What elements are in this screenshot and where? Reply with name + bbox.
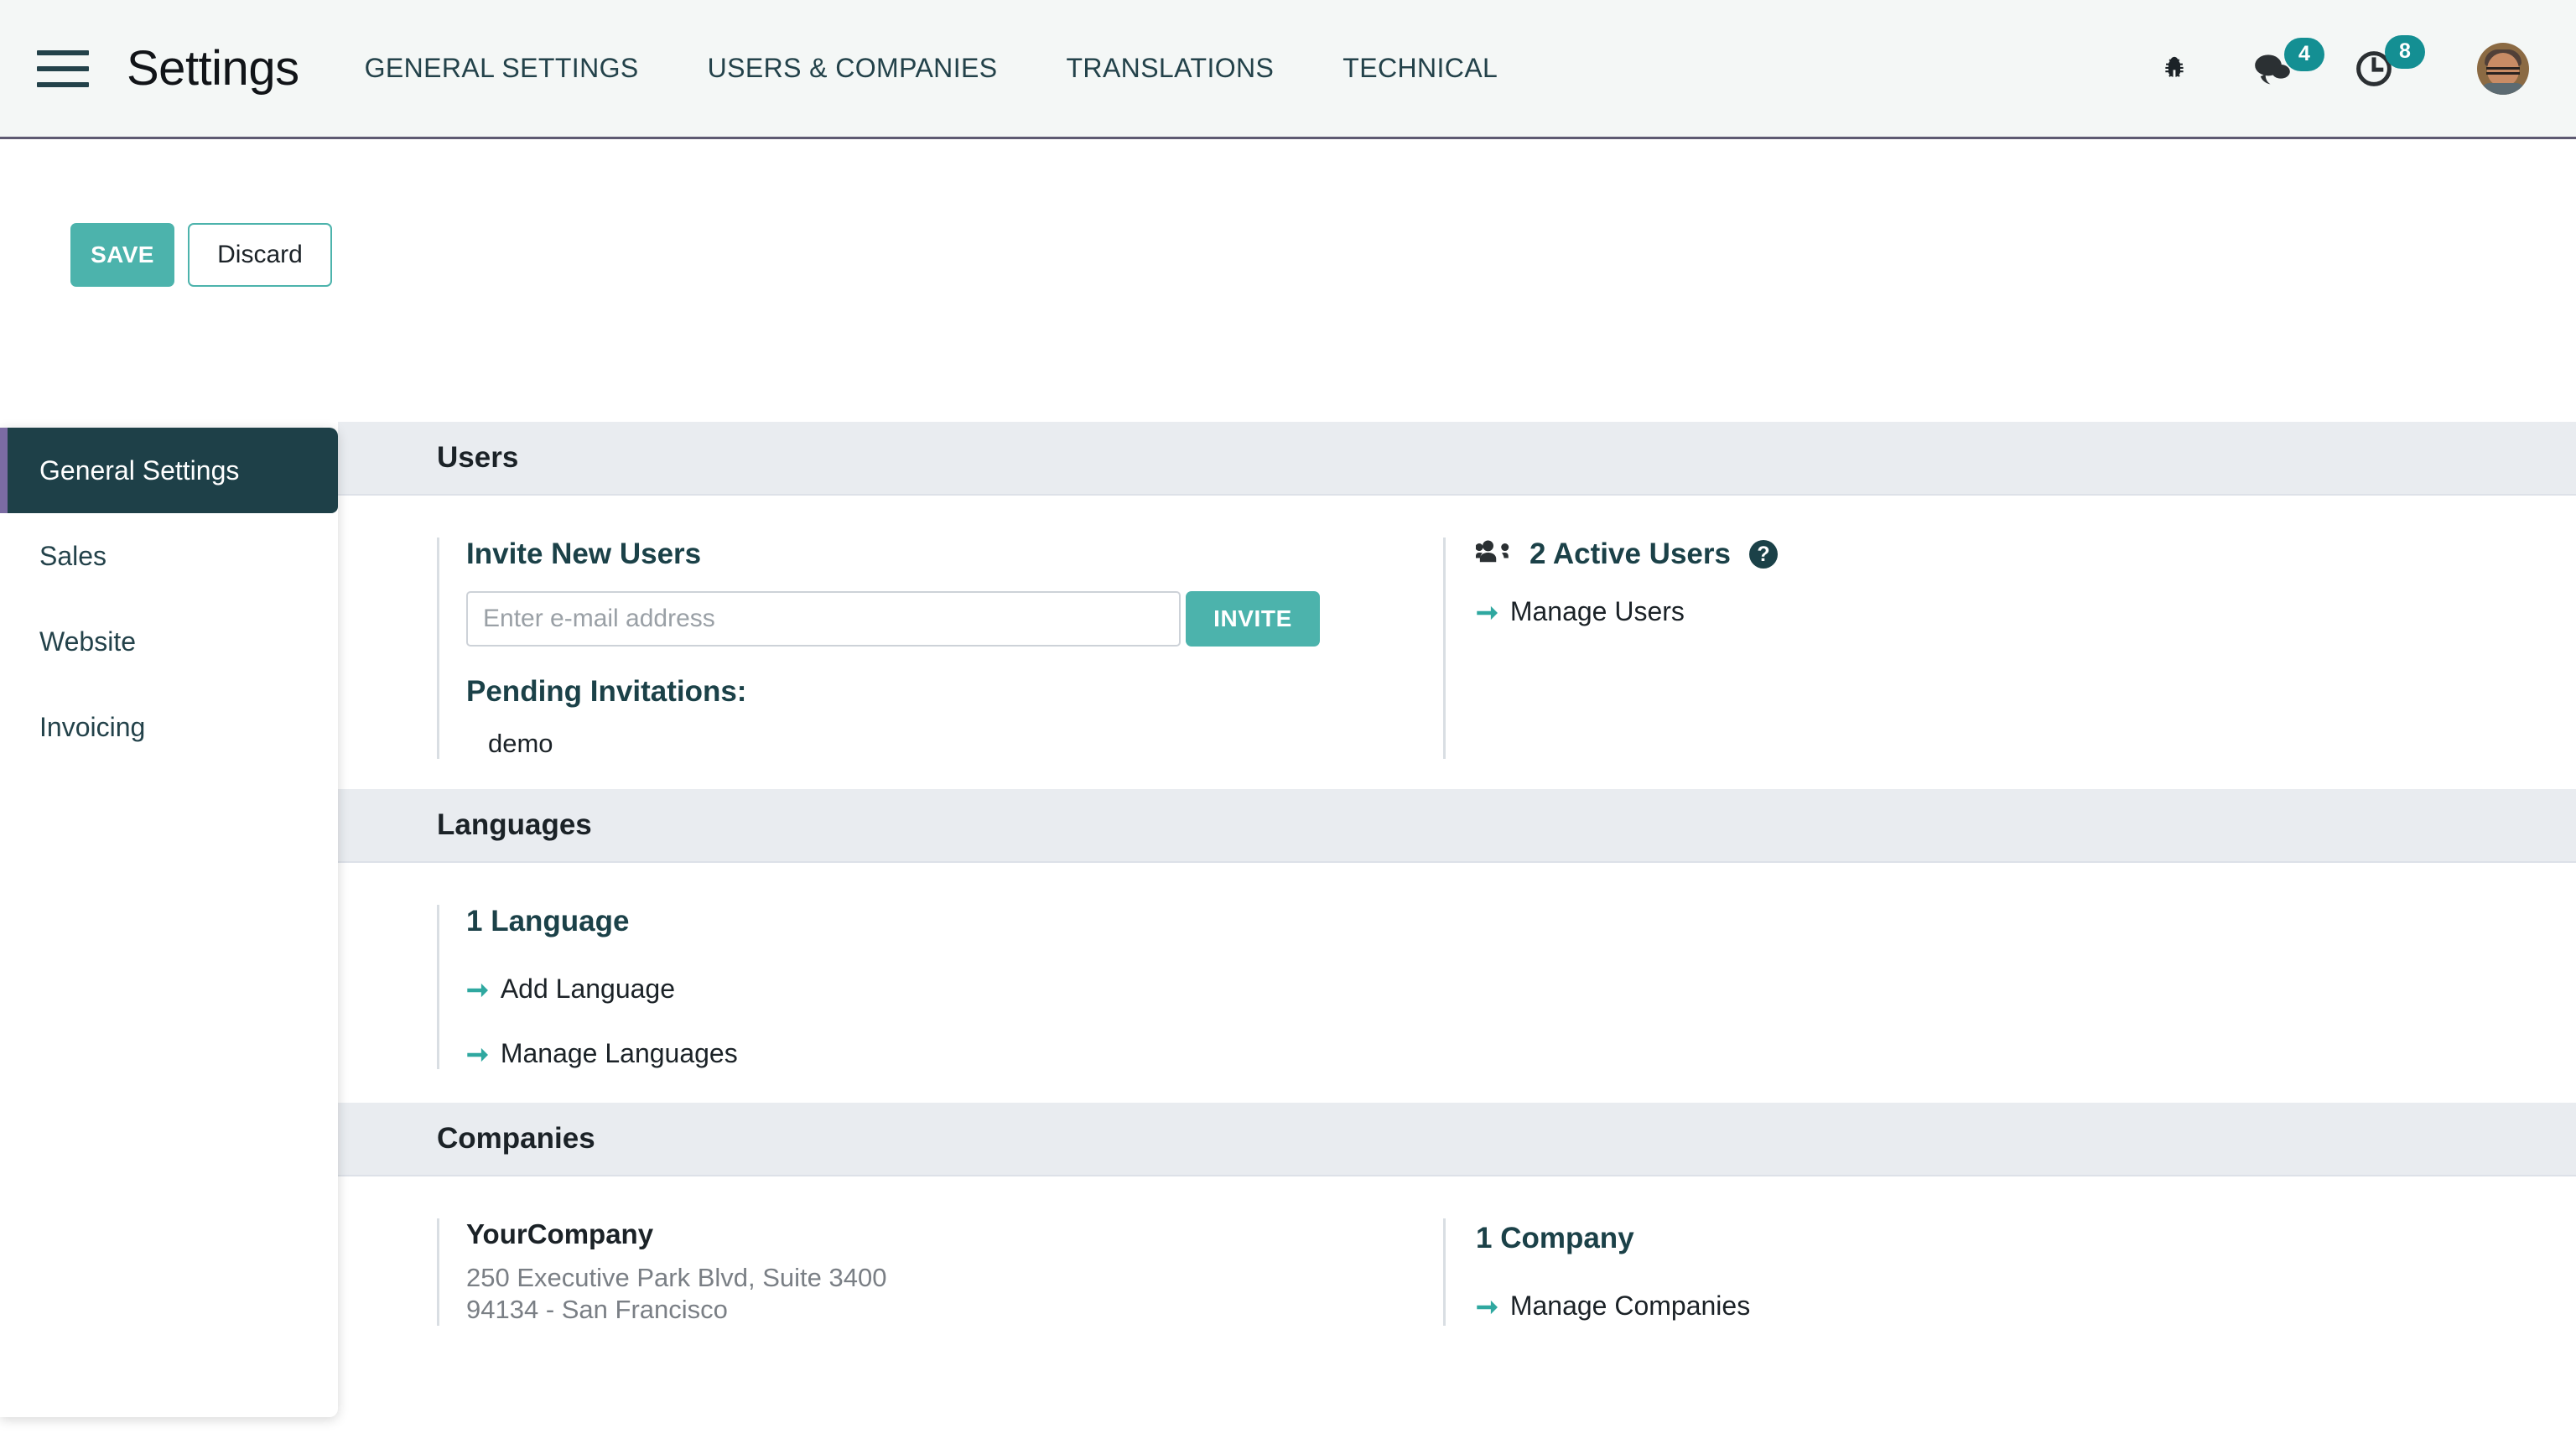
invite-row: INVITE xyxy=(466,591,1443,647)
section-body-users: Invite New Users INVITE Pending Invitati… xyxy=(338,496,2576,759)
active-users-row: 2 Active Users ? xyxy=(1475,538,2265,571)
user-avatar[interactable] xyxy=(2477,42,2529,95)
manage-users-label: Manage Users xyxy=(1509,596,1685,626)
top-navbar: Settings GENERAL SETTINGS USERS & COMPAN… xyxy=(0,0,2576,139)
manage-languages-label: Manage Languages xyxy=(500,1038,738,1068)
sidebar-item-general-settings[interactable]: General Settings xyxy=(0,428,338,513)
nav-item-general-settings[interactable]: GENERAL SETTINGS xyxy=(364,53,639,83)
company-address-line-1: 250 Executive Park Blvd, Suite 3400 xyxy=(466,1263,887,1292)
avatar-glasses xyxy=(2486,66,2520,75)
arrow-right-icon: ➞ xyxy=(1476,596,1498,627)
save-button[interactable]: SAVE xyxy=(70,223,174,287)
language-count: 1 Language xyxy=(466,905,630,937)
app-title: Settings xyxy=(127,40,299,96)
settings-content: Users Invite New Users INVITE Pending In… xyxy=(338,422,2576,1449)
arrow-right-icon: ➞ xyxy=(466,974,489,1005)
bug-icon[interactable] xyxy=(2160,55,2189,83)
active-users-count: 2 Active Users xyxy=(1530,538,1731,570)
hamburger-bar xyxy=(37,65,89,71)
section-title: Companies xyxy=(437,1122,595,1155)
active-users-block: 2 Active Users ? ➞ Manage Users xyxy=(1443,538,2265,759)
sidebar-item-invoicing[interactable]: Invoicing xyxy=(0,684,338,770)
section-title: Languages xyxy=(437,808,592,841)
activities-icon[interactable]: 8 xyxy=(2355,34,2425,88)
avatar-shirt xyxy=(2481,82,2525,95)
hamburger-menu-icon[interactable] xyxy=(37,49,89,87)
section-header-companies: Companies xyxy=(338,1103,2576,1176)
company-address-line-2: 94134 - San Francisco xyxy=(466,1294,728,1324)
arrow-right-icon: ➞ xyxy=(1476,1291,1498,1322)
nav-item-translations[interactable]: TRANSLATIONS xyxy=(1066,53,1275,83)
section-header-languages: Languages xyxy=(338,789,2576,863)
manage-companies-link[interactable]: ➞ Manage Companies xyxy=(1476,1291,2265,1322)
sidebar-item-website[interactable]: Website xyxy=(0,599,338,684)
sidebar-item-sales[interactable]: Sales xyxy=(0,513,338,599)
pending-invitations-title: Pending Invitations: xyxy=(466,675,747,708)
companies-count-block: 1 Company ➞ Manage Companies xyxy=(1443,1218,2265,1326)
nav-item-technical[interactable]: TECHNICAL xyxy=(1343,53,1498,83)
systray: 4 8 xyxy=(2160,34,2529,95)
section-header-users: Users xyxy=(338,422,2576,496)
activities-badge: 8 xyxy=(2385,34,2425,69)
sidebar-item-label: Sales xyxy=(39,540,107,571)
add-language-label: Add Language xyxy=(500,974,676,1004)
add-language-link[interactable]: ➞ Add Language xyxy=(466,974,1443,1005)
messages-badge: 4 xyxy=(2284,37,2324,71)
manage-languages-link[interactable]: ➞ Manage Languages xyxy=(466,1038,1443,1069)
sidebar-item-label: Website xyxy=(39,626,137,657)
company-name[interactable]: YourCompany xyxy=(466,1218,654,1249)
invite-users-block: Invite New Users INVITE Pending Invitati… xyxy=(437,538,1443,759)
languages-block: 1 Language ➞ Add Language ➞ Manage Langu… xyxy=(437,905,1443,1069)
company-info-block: YourCompany 250 Executive Park Blvd, Sui… xyxy=(437,1218,1443,1326)
hamburger-bar xyxy=(37,49,89,55)
hamburger-bar xyxy=(37,81,89,87)
sidebar-item-label: Invoicing xyxy=(39,711,146,742)
company-count: 1 Company xyxy=(1476,1222,1634,1254)
settings-sidebar: General Settings Sales Website Invoicing xyxy=(0,428,338,1417)
action-bar: SAVE Discard xyxy=(0,139,2576,422)
pending-invitation-item[interactable]: demo xyxy=(488,729,553,758)
discard-button[interactable]: Discard xyxy=(188,223,332,287)
nav-menu: GENERAL SETTINGS USERS & COMPANIES TRANS… xyxy=(365,44,1567,92)
sidebar-item-label: General Settings xyxy=(39,454,240,486)
arrow-right-icon: ➞ xyxy=(466,1038,489,1069)
email-input[interactable] xyxy=(466,591,1181,647)
manage-companies-label: Manage Companies xyxy=(1509,1291,1751,1321)
languages-right-spacer xyxy=(1443,905,2265,1069)
nav-item-users-and-companies[interactable]: USERS & COMPANIES xyxy=(707,53,998,83)
invite-button[interactable]: INVITE xyxy=(1186,591,1320,647)
users-group-icon xyxy=(1475,538,1511,571)
section-title: Users xyxy=(437,441,519,474)
messages-icon[interactable]: 4 xyxy=(2252,37,2324,86)
question-mark-icon[interactable]: ? xyxy=(1748,540,1778,569)
section-body-languages: 1 Language ➞ Add Language ➞ Manage Langu… xyxy=(338,863,2576,1069)
avatar-face xyxy=(2487,52,2519,86)
section-body-companies: YourCompany 250 Executive Park Blvd, Sui… xyxy=(338,1176,2576,1326)
invite-new-users-title: Invite New Users xyxy=(466,538,702,570)
manage-users-link[interactable]: ➞ Manage Users xyxy=(1476,596,2265,627)
